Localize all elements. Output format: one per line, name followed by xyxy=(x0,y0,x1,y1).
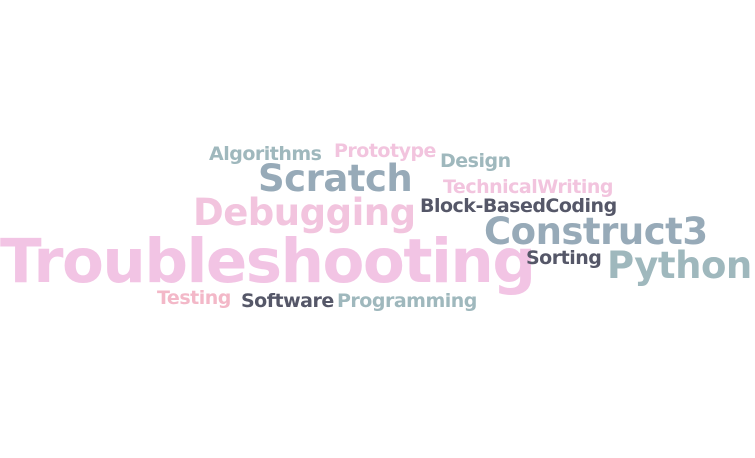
word-prototype: Prototype xyxy=(334,140,436,162)
word-python: Python xyxy=(607,244,752,287)
word-troubleshooting: Troubleshooting xyxy=(0,226,536,297)
word-block-basedcoding: Block-BasedCoding xyxy=(420,195,617,217)
word-testing: Testing xyxy=(157,287,231,309)
word-software: Software xyxy=(241,290,334,312)
word-algorithms: Algorithms xyxy=(209,143,322,165)
word-debugging: Debugging xyxy=(193,191,416,234)
word-scratch: Scratch xyxy=(258,157,413,200)
word-programming: Programming xyxy=(337,290,477,312)
word-technicalwriting: TechnicalWriting xyxy=(443,176,613,198)
word-design: Design xyxy=(440,150,511,172)
word-sorting: Sorting xyxy=(526,247,602,269)
word-construct3: Construct3 xyxy=(484,210,708,253)
